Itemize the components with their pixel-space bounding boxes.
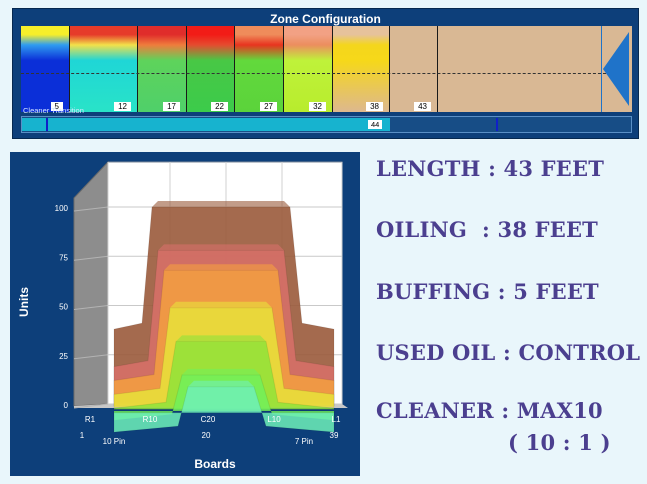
x-tick-label: L10 — [267, 415, 281, 424]
zone-distance-label: 43 — [414, 102, 431, 111]
oil-profile-chart: 100 75 50 25 0 R1 R10 C20 L10 L1 1 10 Pin 20 7 Pin 39 … — [10, 152, 360, 476]
cleaner-ratio-info: ( 10 : 1 ) — [508, 430, 611, 455]
x-tick-sublabel: 10 Pin — [103, 437, 126, 446]
y-tick-label: 100 — [55, 204, 69, 213]
x-tick-label: R1 — [85, 415, 96, 424]
pindeck-line — [601, 26, 602, 112]
oiling-info: OILING : 38 FEET — [376, 217, 599, 242]
zone-distance-label: 32 — [309, 102, 326, 111]
profile-layer-top-7 — [188, 380, 254, 387]
cleaner-info: CLEANER : MAX10 — [376, 398, 603, 423]
chart-profile-layers — [113, 201, 335, 433]
zone-distance-label: 27 — [260, 102, 277, 111]
zone-4[interactable]: 22 — [187, 26, 235, 112]
zone-3[interactable]: 17 — [138, 26, 187, 112]
zone-6[interactable]: 32 — [284, 26, 333, 112]
profile-layer-top-4 — [170, 301, 272, 308]
x-tick-sublabel: 20 — [202, 431, 211, 440]
gridline-side — [73, 206, 109, 212]
profile-layer-top-5 — [176, 335, 266, 342]
x-tick-label: L1 — [332, 415, 341, 424]
y-tick-label: 25 — [59, 352, 68, 361]
chart-side-wall — [73, 160, 109, 407]
profile-layer-top-3 — [164, 264, 278, 271]
x-tick-sublabel: 1 — [80, 431, 85, 440]
cleaner-transition-label: Cleaner Transition — [23, 106, 84, 115]
profile-layer-top-2 — [158, 244, 284, 251]
cleaner-transition-bar[interactable]: 44 — [21, 116, 632, 133]
used-oil-info: USED OIL : CONTROL — [376, 340, 641, 365]
cleaner-end-marker[interactable] — [496, 118, 498, 131]
x-tick-label: R10 — [143, 415, 158, 424]
zone-distance-label: 5 — [50, 102, 63, 111]
zone-7[interactable]: 38 — [333, 26, 390, 112]
x-tick-sublabel: 7 Pin — [295, 437, 313, 446]
cleaner-transition-value: 44 — [368, 120, 383, 129]
x-tick-sublabel: 39 — [330, 431, 339, 440]
profile-layer-top-6 — [182, 368, 260, 375]
y-tick-label: 75 — [59, 253, 68, 262]
zone-distance-label: 22 — [211, 102, 228, 111]
gridline-side — [73, 305, 109, 310]
zone-configuration-panel: Zone Configuration 43 38 32 27 22 17 12 5 Clean… — [12, 8, 639, 139]
lane-zone-strip: 43 38 32 27 22 17 12 5 — [21, 26, 632, 112]
chart-ticks: 100 75 50 25 0 R1 R10 C20 L10 L1 1 10 Pin 20 7 Pin 39 — [55, 204, 341, 446]
zone-distance-label: 38 — [366, 102, 383, 111]
length-info: LENGTH : 43 FEET — [376, 156, 605, 181]
zone-2[interactable]: 12 — [70, 26, 138, 112]
zone-1[interactable]: 5 — [21, 26, 70, 112]
gridline-side — [73, 255, 109, 261]
pindeck-arrow-icon — [603, 32, 629, 106]
y-tick-label: 50 — [59, 303, 68, 312]
zone-5[interactable]: 27 — [235, 26, 284, 112]
y-axis-title: Units — [17, 287, 31, 317]
x-tick-label: C20 — [201, 415, 216, 424]
cleaner-start-marker[interactable] — [46, 118, 48, 131]
zone-8[interactable]: 43 — [390, 26, 438, 112]
zone-distance-label: 17 — [163, 102, 180, 111]
lane-center-line — [21, 73, 611, 74]
zone-configuration-title: Zone Configuration — [270, 12, 381, 26]
gridline-side — [73, 354, 109, 360]
zone-distance-label: 12 — [114, 102, 131, 111]
y-tick-label: 0 — [64, 401, 69, 410]
cleaner-transition-fill — [22, 118, 390, 131]
profile-layer-top-1 — [152, 201, 290, 207]
gridline-side — [73, 403, 109, 409]
buffing-info: BUFFING : 5 FEET — [376, 279, 599, 304]
x-axis-title: Boards — [194, 457, 236, 471]
